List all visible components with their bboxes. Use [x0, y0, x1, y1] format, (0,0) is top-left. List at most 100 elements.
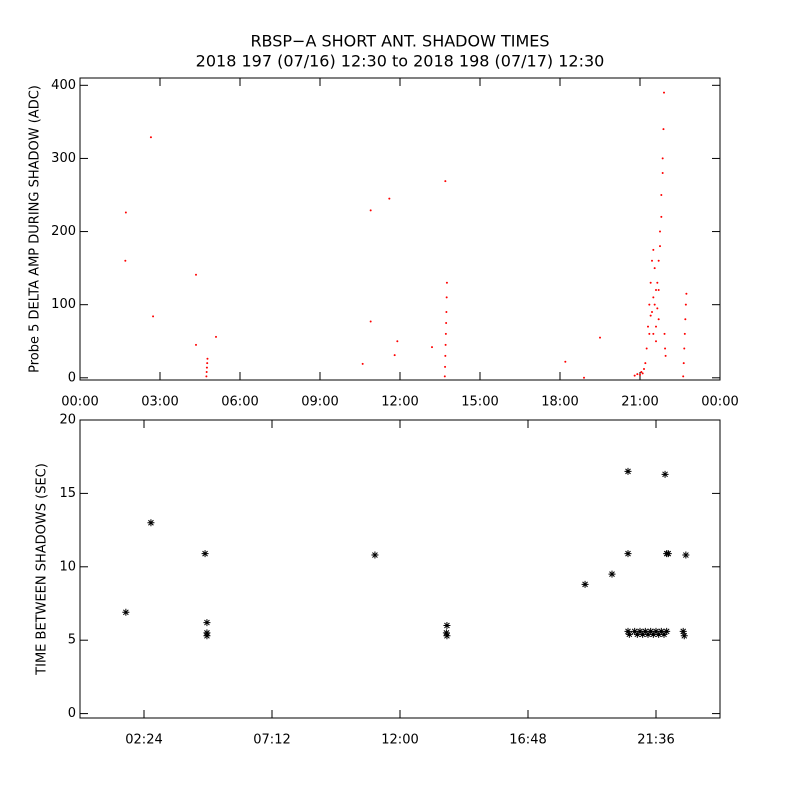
- data-point: [645, 347, 648, 350]
- plot-frame: [79, 77, 721, 381]
- x-tick-label: 03:00: [141, 395, 178, 410]
- data-point: [388, 197, 391, 200]
- data-point: [651, 310, 653, 313]
- data-point: [624, 550, 632, 558]
- data-point: [396, 340, 399, 343]
- y-tick-label: 0: [68, 706, 76, 721]
- data-point: [206, 357, 209, 360]
- data-point: [361, 362, 364, 365]
- x-tick-label: 18:00: [541, 395, 578, 410]
- data-point: [149, 136, 152, 139]
- data-point: [644, 630, 652, 638]
- data-point: [657, 259, 660, 262]
- x-tick-label: 16:48: [509, 733, 546, 748]
- y-axis-label: TIME BETWEEN SHADOWS (SEC): [35, 463, 50, 676]
- data-point: [682, 362, 685, 365]
- data-point: [633, 630, 641, 638]
- data-point: [657, 627, 665, 635]
- data-point: [369, 320, 372, 323]
- y-tick-label: 0: [68, 370, 76, 385]
- data-point: [664, 354, 667, 357]
- data-point: [205, 375, 208, 378]
- data-point: [581, 580, 589, 588]
- y-tick-label: 5: [68, 633, 76, 648]
- data-point: [660, 215, 663, 218]
- data-point: [652, 248, 655, 251]
- data-point: [444, 332, 447, 335]
- data-point: [564, 360, 567, 363]
- data-point: [215, 335, 217, 338]
- data-point: [444, 354, 447, 357]
- data-point: [653, 303, 656, 306]
- data-point: [680, 632, 688, 640]
- data-point: [639, 373, 641, 376]
- x-tick-label: 06:00: [221, 395, 258, 410]
- y-tick-label: 400: [51, 78, 76, 93]
- data-point: [152, 315, 155, 318]
- data-point: [662, 128, 665, 131]
- y-axis-label: Probe 5 DELTA AMP DURING SHADOW (ADC): [28, 85, 43, 373]
- x-tick-label: 15:00: [461, 395, 498, 410]
- data-point: [663, 332, 666, 335]
- data-point: [206, 362, 209, 365]
- y-tick-label: 300: [51, 151, 76, 166]
- data-point: [655, 289, 657, 292]
- x-tick-label: 12:00: [381, 733, 418, 748]
- data-point: [195, 273, 197, 276]
- x-tick-label: 21:00: [621, 395, 658, 410]
- data-point: [640, 370, 643, 373]
- data-point: [636, 627, 644, 635]
- data-point: [684, 318, 687, 321]
- data-point: [633, 374, 636, 377]
- data-point: [442, 629, 450, 637]
- data-point: [443, 375, 446, 378]
- data-point: [661, 172, 664, 175]
- x-tick-label: 21:36: [637, 733, 674, 748]
- y-tick-label: 20: [59, 413, 76, 428]
- y-tick-label: 10: [59, 559, 76, 574]
- data-point: [644, 362, 647, 365]
- x-tick-label: 07:12: [253, 733, 290, 748]
- data-point: [655, 630, 663, 638]
- data-point: [647, 325, 649, 328]
- data-point: [649, 281, 652, 284]
- data-point: [639, 630, 647, 638]
- data-point: [682, 375, 685, 378]
- data-point: [203, 632, 211, 640]
- data-point: [205, 366, 208, 369]
- data-point: [652, 627, 660, 635]
- data-point: [599, 336, 601, 339]
- x-tick-label: 09:00: [301, 395, 338, 410]
- data-point: [369, 209, 372, 212]
- data-point: [661, 470, 669, 478]
- data-point: [608, 570, 616, 578]
- data-point: [659, 230, 661, 233]
- data-point: [660, 193, 663, 196]
- data-point: [660, 630, 668, 638]
- data-point: [685, 292, 688, 295]
- data-point: [624, 467, 632, 475]
- data-point: [641, 627, 649, 635]
- data-point: [663, 91, 665, 94]
- y-tick-label: 100: [51, 297, 76, 312]
- chart-title: RBSP−A SHORT ANT. SHADOW TIMES: [250, 32, 549, 51]
- data-point: [147, 519, 155, 527]
- data-point: [122, 608, 130, 616]
- data-point: [445, 310, 448, 313]
- data-point: [682, 551, 690, 559]
- plot-frame: [79, 419, 721, 719]
- data-point: [444, 343, 447, 346]
- data-point: [651, 259, 653, 262]
- data-point: [393, 354, 396, 357]
- data-point: [431, 346, 433, 349]
- data-point: [195, 343, 197, 346]
- data-point: [371, 551, 379, 559]
- data-point: [661, 157, 664, 160]
- x-tick-label: 00:00: [701, 395, 738, 410]
- data-point: [648, 332, 651, 335]
- chart-subtitle: 2018 197 (07/16) 12:30 to 2018 198 (07/1…: [196, 52, 605, 71]
- data-point: [679, 627, 687, 635]
- data-point: [443, 632, 451, 640]
